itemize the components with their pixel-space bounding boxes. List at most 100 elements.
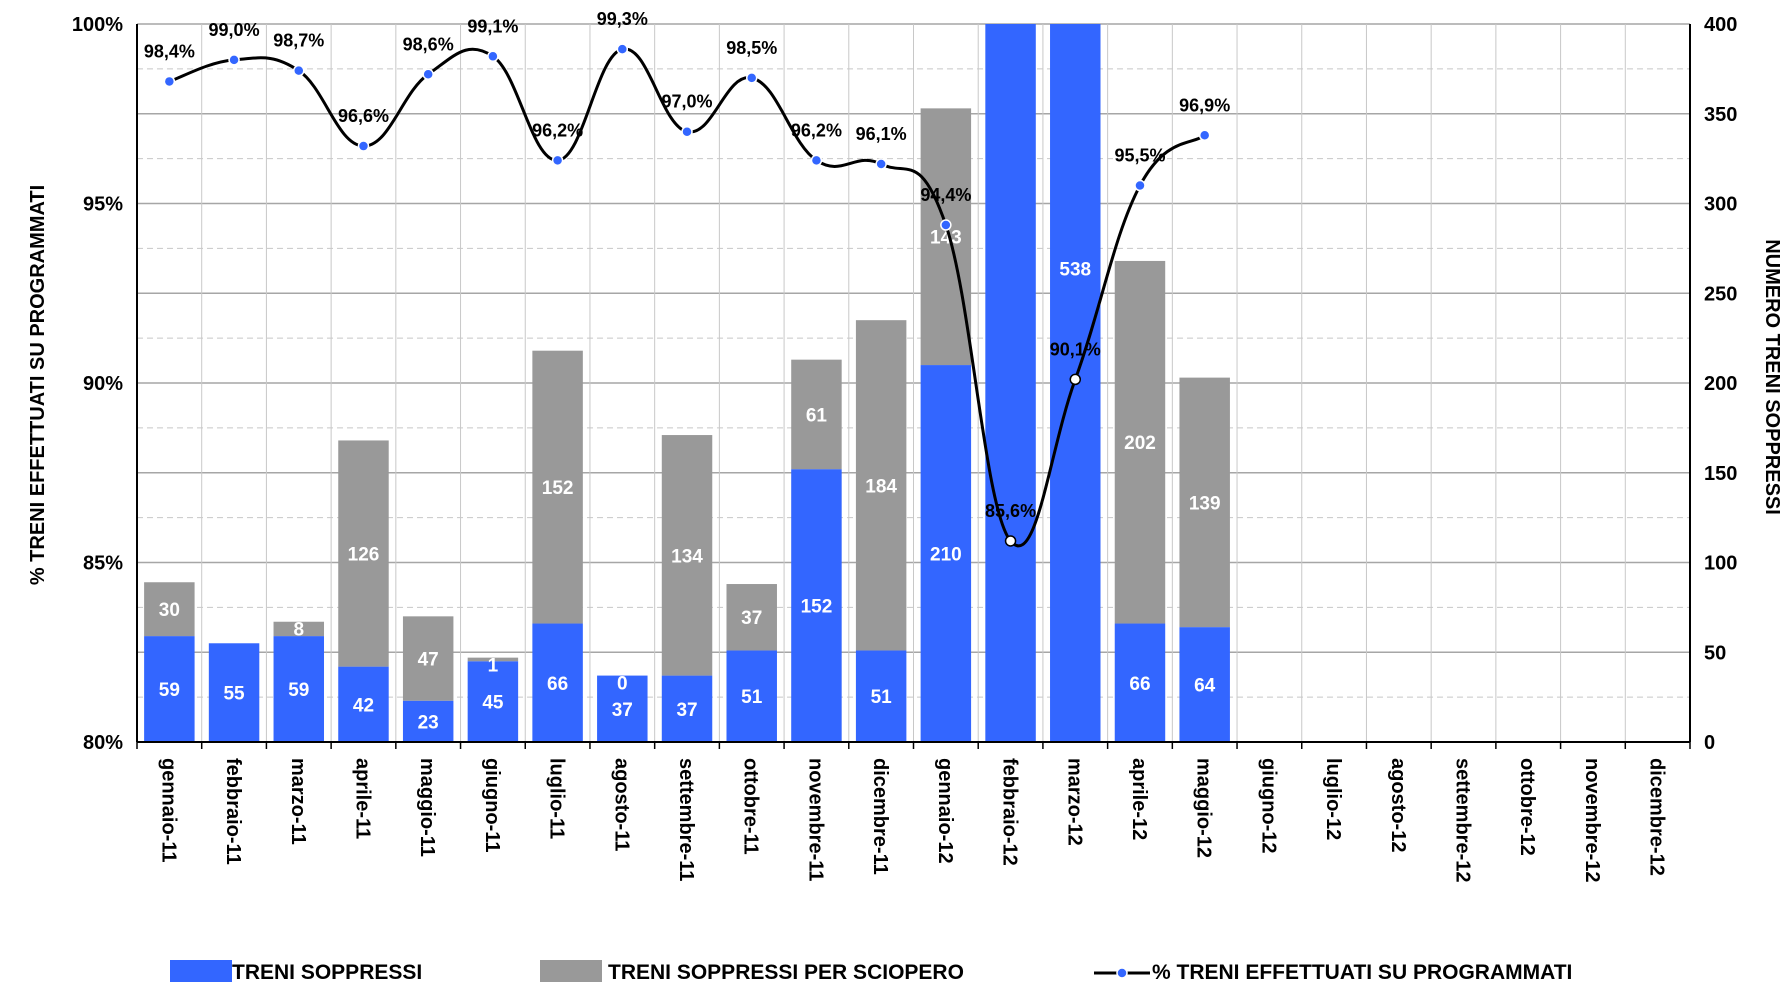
bar-soppressi [338, 666, 389, 742]
point-label: 85,6% [985, 501, 1036, 521]
line-point [875, 158, 887, 170]
point-label: 96,1% [856, 124, 907, 144]
bar-label-sciopero: 30 [159, 600, 180, 621]
bar-label-soppressi: 66 [1129, 674, 1150, 695]
category-label: ottobre-11 [740, 758, 762, 855]
category-label: maggio-12 [1193, 758, 1215, 858]
point-label: 98,7% [273, 31, 324, 51]
y-tick-left: 85% [83, 553, 123, 575]
bar-label-soppressi: 45 [482, 693, 504, 714]
legend-swatch-sciopero [540, 960, 602, 982]
bar-sciopero [726, 584, 777, 651]
bar-label-sciopero: 126 [348, 545, 380, 566]
grid-lines [137, 23, 1690, 743]
category-label: giugno-12 [1257, 758, 1279, 854]
y-tick-right: 150 [1704, 463, 1737, 485]
y-axis-right-title: NUMERO TRENI SOPPRESSI [1761, 239, 1783, 515]
category-label: marzo-12 [1063, 758, 1085, 846]
bars [144, 24, 1230, 742]
bar-soppressi [597, 675, 648, 742]
line-series [168, 47, 1206, 548]
bar-label-soppressi: 23 [418, 712, 439, 733]
line-point [551, 154, 564, 167]
bar-sciopero [855, 320, 907, 651]
legend: TRENI SOPPRESSI TRENI SOPPRESSI PER SCIO… [170, 960, 1572, 982]
line-point [681, 125, 693, 138]
y-tick-right: 300 [1704, 194, 1737, 216]
bar-label-soppressi: 152 [801, 597, 833, 618]
category-label: febbraio-12 [999, 758, 1021, 866]
legend-swatch-marker [1116, 967, 1128, 979]
bar-sciopero [532, 350, 583, 624]
category-labels: gennaio-11 febbraio-11 marzo-11 aprile-11 ma… [157, 758, 1667, 883]
category-label: dicembre-12 [1646, 758, 1668, 876]
y-tick-left: 80% [83, 732, 123, 754]
bar-labels: 59 30 55 59 8 42 126 23 47 45 1 66 152 37 0 37 134 51 37 15… [159, 228, 1221, 734]
point-label: 99,1% [467, 16, 518, 36]
bar-soppressi [1114, 623, 1166, 742]
category-label: gennaio-11 [157, 758, 179, 862]
bar-soppressi [402, 700, 454, 742]
bar-label-sciopero: 1 [488, 656, 499, 677]
percentage-line [163, 43, 1211, 548]
category-label: ottobre-12 [1516, 758, 1538, 856]
bar-label-soppressi: 42 [353, 695, 374, 716]
y-tick-right: 250 [1704, 283, 1737, 305]
bar-label-sciopero: 184 [865, 476, 897, 497]
point-label: 96,9% [1179, 95, 1230, 115]
line-point [422, 68, 434, 81]
bar-soppressi [855, 650, 907, 742]
category-label: agosto-11 [610, 758, 632, 851]
y-tick-right: 100 [1704, 553, 1737, 575]
bar-soppressi [726, 650, 777, 742]
point-label: 94,4% [920, 185, 971, 205]
point-label: 96,2% [791, 120, 842, 140]
category-label: settembre-12 [1452, 758, 1474, 883]
bar-label-sciopero: 152 [542, 478, 574, 499]
bar-label-soppressi: 538 [1059, 259, 1091, 280]
category-label: aprile-12 [1128, 758, 1150, 840]
y-tick-left: 95% [83, 194, 123, 216]
line-point [810, 154, 823, 167]
bar-soppressi [532, 623, 583, 742]
point-label: 99,3% [597, 9, 648, 29]
bar-soppressi [467, 661, 519, 742]
y-tick-right: 0 [1704, 732, 1715, 754]
category-label: maggio-11 [416, 758, 438, 857]
bar-label-soppressi: 64 [1194, 676, 1216, 697]
point-labels: 98,4% 99,0% 98,7% 96,6% 98,6% 99,1% 96,2% 99,3%… [144, 9, 1230, 521]
category-label: febbraio-11 [222, 758, 244, 865]
bar-sciopero [402, 616, 454, 701]
bar-soppressi [273, 636, 325, 742]
category-label: dicembre-11 [869, 758, 891, 875]
bar-soppressi [1179, 627, 1230, 742]
y-tick-left: 90% [83, 373, 123, 395]
bar-sciopero [467, 657, 519, 662]
line-point [1198, 129, 1211, 142]
bar-sciopero [338, 440, 389, 667]
point-label: 99,0% [209, 20, 260, 40]
bar-sciopero [1179, 377, 1230, 628]
line-point [616, 43, 629, 55]
legend-label-soppressi: TRENI SOPPRESSI [232, 961, 422, 982]
bar-sciopero [1114, 260, 1166, 624]
line-point [357, 140, 370, 152]
bar-sciopero [144, 582, 195, 637]
bar-label-soppressi: 37 [612, 700, 633, 721]
legend-label-line: % TRENI EFFETTUATI SU PROGRAMMATI [1152, 961, 1572, 982]
bar-label-soppressi: 51 [741, 687, 763, 708]
bar-label-soppressi: 55 [223, 684, 245, 705]
category-label: aprile-11 [351, 758, 373, 839]
line-point [1004, 535, 1017, 547]
bar-label-sciopero: 143 [930, 228, 962, 249]
bar-label-sciopero: 0 [617, 674, 628, 695]
bar-sciopero [920, 108, 972, 366]
bar-soppressi [661, 675, 713, 742]
bar-label-sciopero: 8 [293, 620, 304, 641]
line-point [1134, 179, 1146, 192]
legend-swatch-soppressi [170, 960, 232, 982]
bar-label-sciopero: 202 [1124, 433, 1156, 454]
bar-sciopero [273, 621, 325, 637]
line-point [163, 75, 176, 88]
